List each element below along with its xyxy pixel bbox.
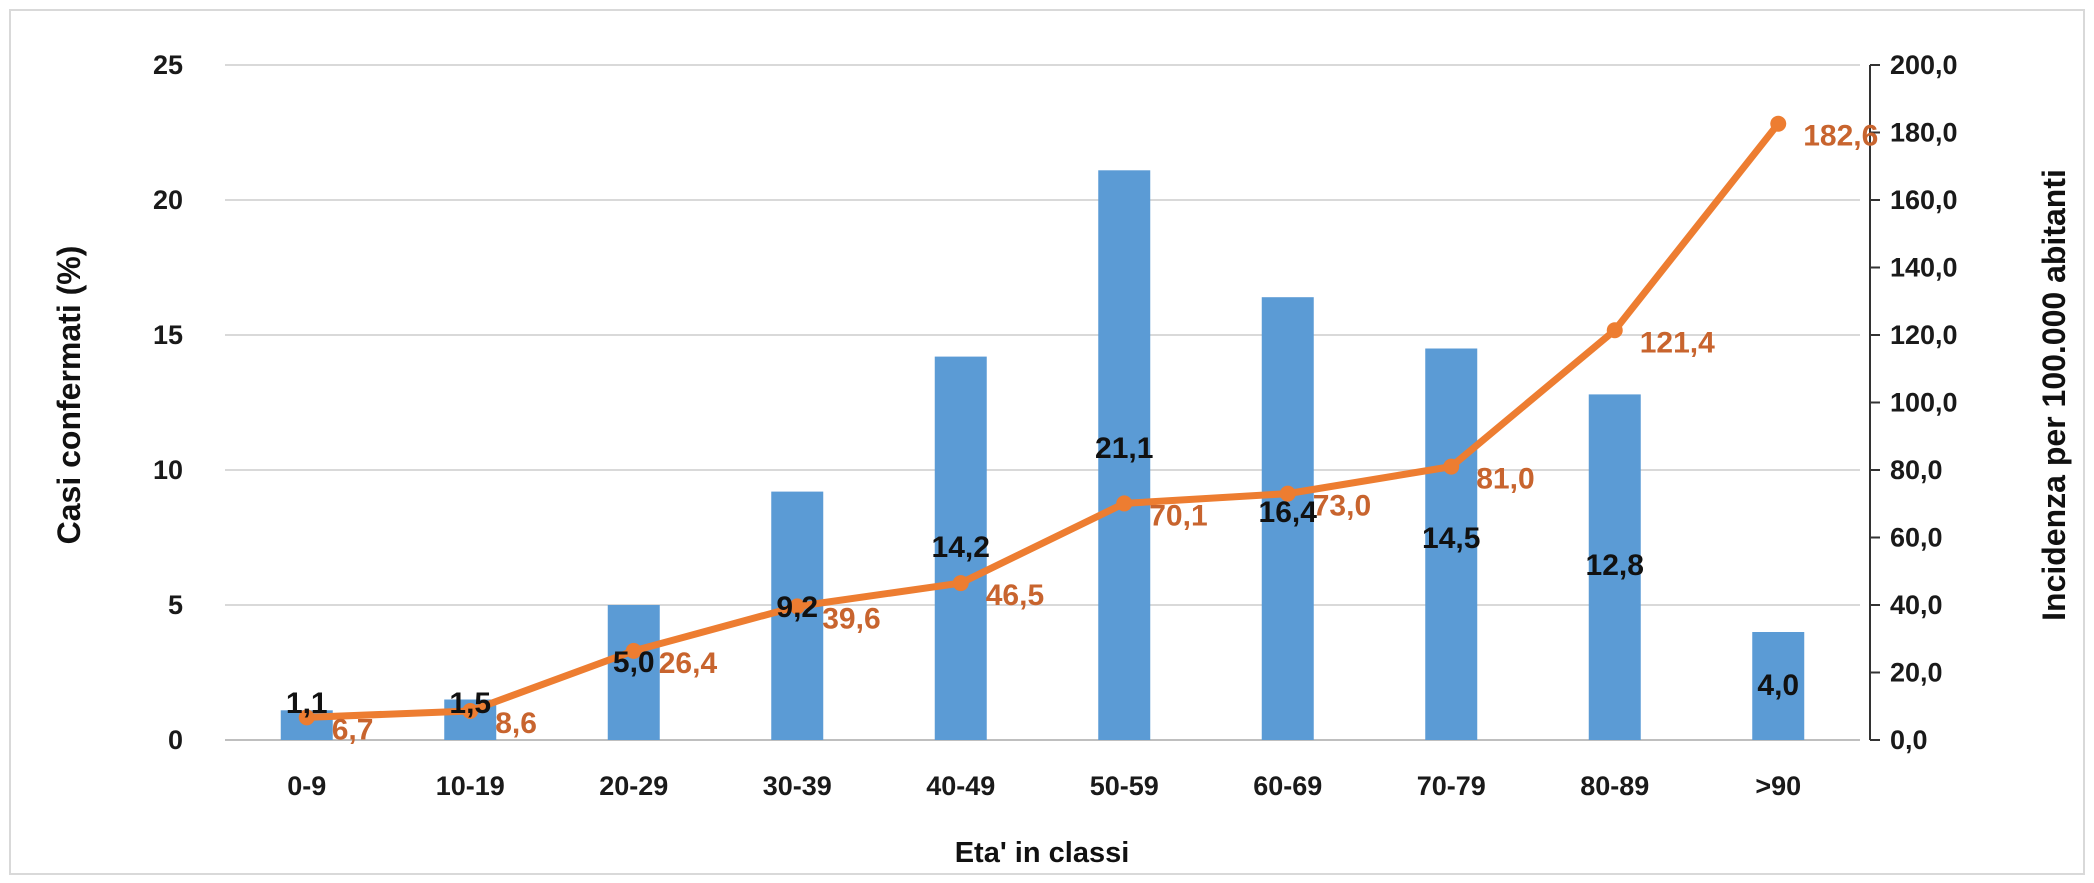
y2-tick-label: 60,0	[1890, 523, 1943, 553]
line-data-label: 26,4	[659, 647, 718, 680]
line-data-label: 73,0	[1313, 490, 1371, 523]
bar-data-label: 14,2	[932, 531, 990, 564]
x-tick-label: 20-29	[599, 771, 668, 801]
y2-tick-label: 20,0	[1890, 658, 1943, 688]
line-point	[1116, 495, 1133, 512]
y-tick-label: 0	[168, 725, 183, 755]
x-tick-label: 80-89	[1580, 771, 1649, 801]
line-data-label: 46,5	[986, 579, 1044, 612]
line-point	[952, 575, 969, 592]
line-point	[1443, 458, 1460, 475]
line-point	[1770, 115, 1787, 132]
y2-tick-label: 180,0	[1890, 118, 1958, 148]
y2-tick-label: 200,0	[1890, 50, 1958, 80]
line-point	[462, 702, 479, 719]
x-tick-label: 30-39	[763, 771, 832, 801]
y-tick-label: 25	[153, 50, 183, 80]
line-series	[298, 115, 1787, 726]
line-data-label: 6,7	[332, 713, 374, 746]
y2-tick-label: 40,0	[1890, 590, 1943, 620]
x-tick-label: 40-49	[926, 771, 995, 801]
x-tick-label: 10-19	[436, 771, 505, 801]
bar-data-label: 16,4	[1259, 496, 1318, 529]
bar	[1588, 394, 1641, 740]
line-data-label: 81,0	[1476, 463, 1534, 496]
bar	[1261, 297, 1314, 740]
line-point	[625, 642, 642, 659]
y-axis-title: Casi confermati (%)	[51, 246, 87, 545]
x-axis-ticks: 0-9 10-19 20-29 30-39 40-49 50-59 60-69 70-79 80…	[287, 771, 1801, 801]
right-axis-ticks: 0,0 20,0 40,0 60,0 80,0 100,0 120,0 140,0 160,0 1…	[1869, 50, 1958, 755]
bar	[607, 605, 660, 740]
x-axis-title: Eta' in classi	[955, 837, 1130, 869]
y2-tick-label: 0,0	[1890, 725, 1928, 755]
y2-tick-label: 140,0	[1890, 253, 1958, 283]
line-data-label: 182,6	[1803, 120, 1878, 153]
x-tick-label: 50-59	[1090, 771, 1159, 801]
left-axis-ticks: 0 5 10 15 20 25	[153, 50, 183, 755]
bar	[1425, 348, 1478, 740]
y2-tick-label: 100,0	[1890, 388, 1958, 418]
bar-data-label: 14,5	[1422, 522, 1480, 555]
x-tick-label: 60-69	[1253, 771, 1322, 801]
line-data-labels: 6,7 8,6 26,4 39,6 46,5 70,1 73,0 81,0 121,4 182,6	[332, 120, 1879, 747]
bar	[1752, 632, 1805, 740]
line-point	[298, 709, 315, 726]
y-tick-label: 5	[168, 590, 183, 620]
y2-tick-label: 120,0	[1890, 320, 1958, 350]
y2-tick-label: 160,0	[1890, 185, 1958, 215]
bar-data-label: 21,1	[1095, 432, 1153, 465]
x-tick-label: 70-79	[1417, 771, 1486, 801]
bar	[934, 356, 987, 740]
line-data-label: 121,4	[1640, 326, 1715, 359]
bar-data-label: 1,1	[286, 687, 328, 720]
bar-series	[280, 170, 1805, 741]
x-tick-label: 0-9	[287, 771, 326, 801]
line-data-label: 8,6	[495, 707, 537, 740]
bar-data-label: 4,0	[1757, 669, 1799, 702]
y-tick-label: 20	[153, 185, 183, 215]
bar	[771, 491, 824, 740]
line-path	[303, 120, 1782, 721]
y2-axis-title: Incidenza per 100.000 abitanti	[2036, 169, 2072, 621]
line-point	[1606, 322, 1623, 339]
bar-data-label: 12,8	[1586, 549, 1644, 582]
bar-data-label: 1,5	[449, 687, 491, 720]
bar-data-labels: 1,1 1,5 5,0 9,2 14,2 21,1 16,4 14,5 12,8 4,0	[286, 432, 1799, 720]
chart-border	[9, 9, 2085, 875]
bar	[1098, 170, 1151, 741]
x-tick-label: >90	[1755, 771, 1801, 801]
gridlines	[225, 64, 1860, 741]
bar-data-label: 9,2	[776, 591, 818, 624]
y-tick-label: 10	[153, 455, 183, 485]
line-data-label: 70,1	[1149, 499, 1207, 532]
line-point	[1279, 485, 1296, 502]
y-tick-label: 15	[153, 320, 183, 350]
line-point	[789, 598, 806, 615]
bar-data-label: 5,0	[613, 646, 655, 679]
line-data-label: 39,6	[822, 602, 880, 635]
y2-tick-label: 80,0	[1890, 455, 1943, 485]
